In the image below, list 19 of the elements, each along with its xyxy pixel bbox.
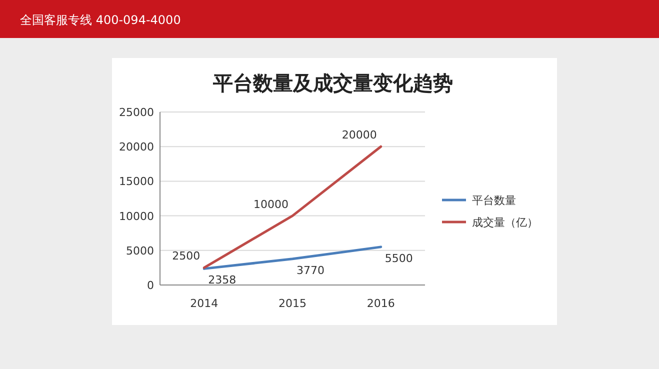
x-tick-label: 2014	[190, 297, 218, 310]
data-label: 3770	[296, 264, 324, 277]
data-label: 5500	[384, 252, 413, 265]
y-tick-label: 25000	[119, 106, 154, 119]
data-label: 2358	[208, 274, 236, 287]
data-label: 10000	[254, 198, 288, 211]
y-tick-label: 0	[147, 279, 154, 292]
y-tick-label: 5000	[126, 244, 154, 258]
data-label: 20000	[342, 128, 377, 142]
legend-label: 成交量（亿）	[472, 216, 538, 229]
data-label: 2500	[172, 250, 200, 263]
text: 全国客服专线 400-094-4000	[20, 13, 181, 27]
y-tick-label: 10000	[119, 210, 154, 223]
y-tick-label: 20000	[119, 140, 154, 154]
chart-title: 平台数量及成交量变化趋势	[212, 71, 453, 95]
legend-label: 平台数量	[472, 194, 516, 207]
x-tick-label: 2015	[278, 297, 306, 310]
x-tick-label: 2016	[366, 297, 395, 310]
y-tick-label: 15000	[119, 175, 154, 188]
